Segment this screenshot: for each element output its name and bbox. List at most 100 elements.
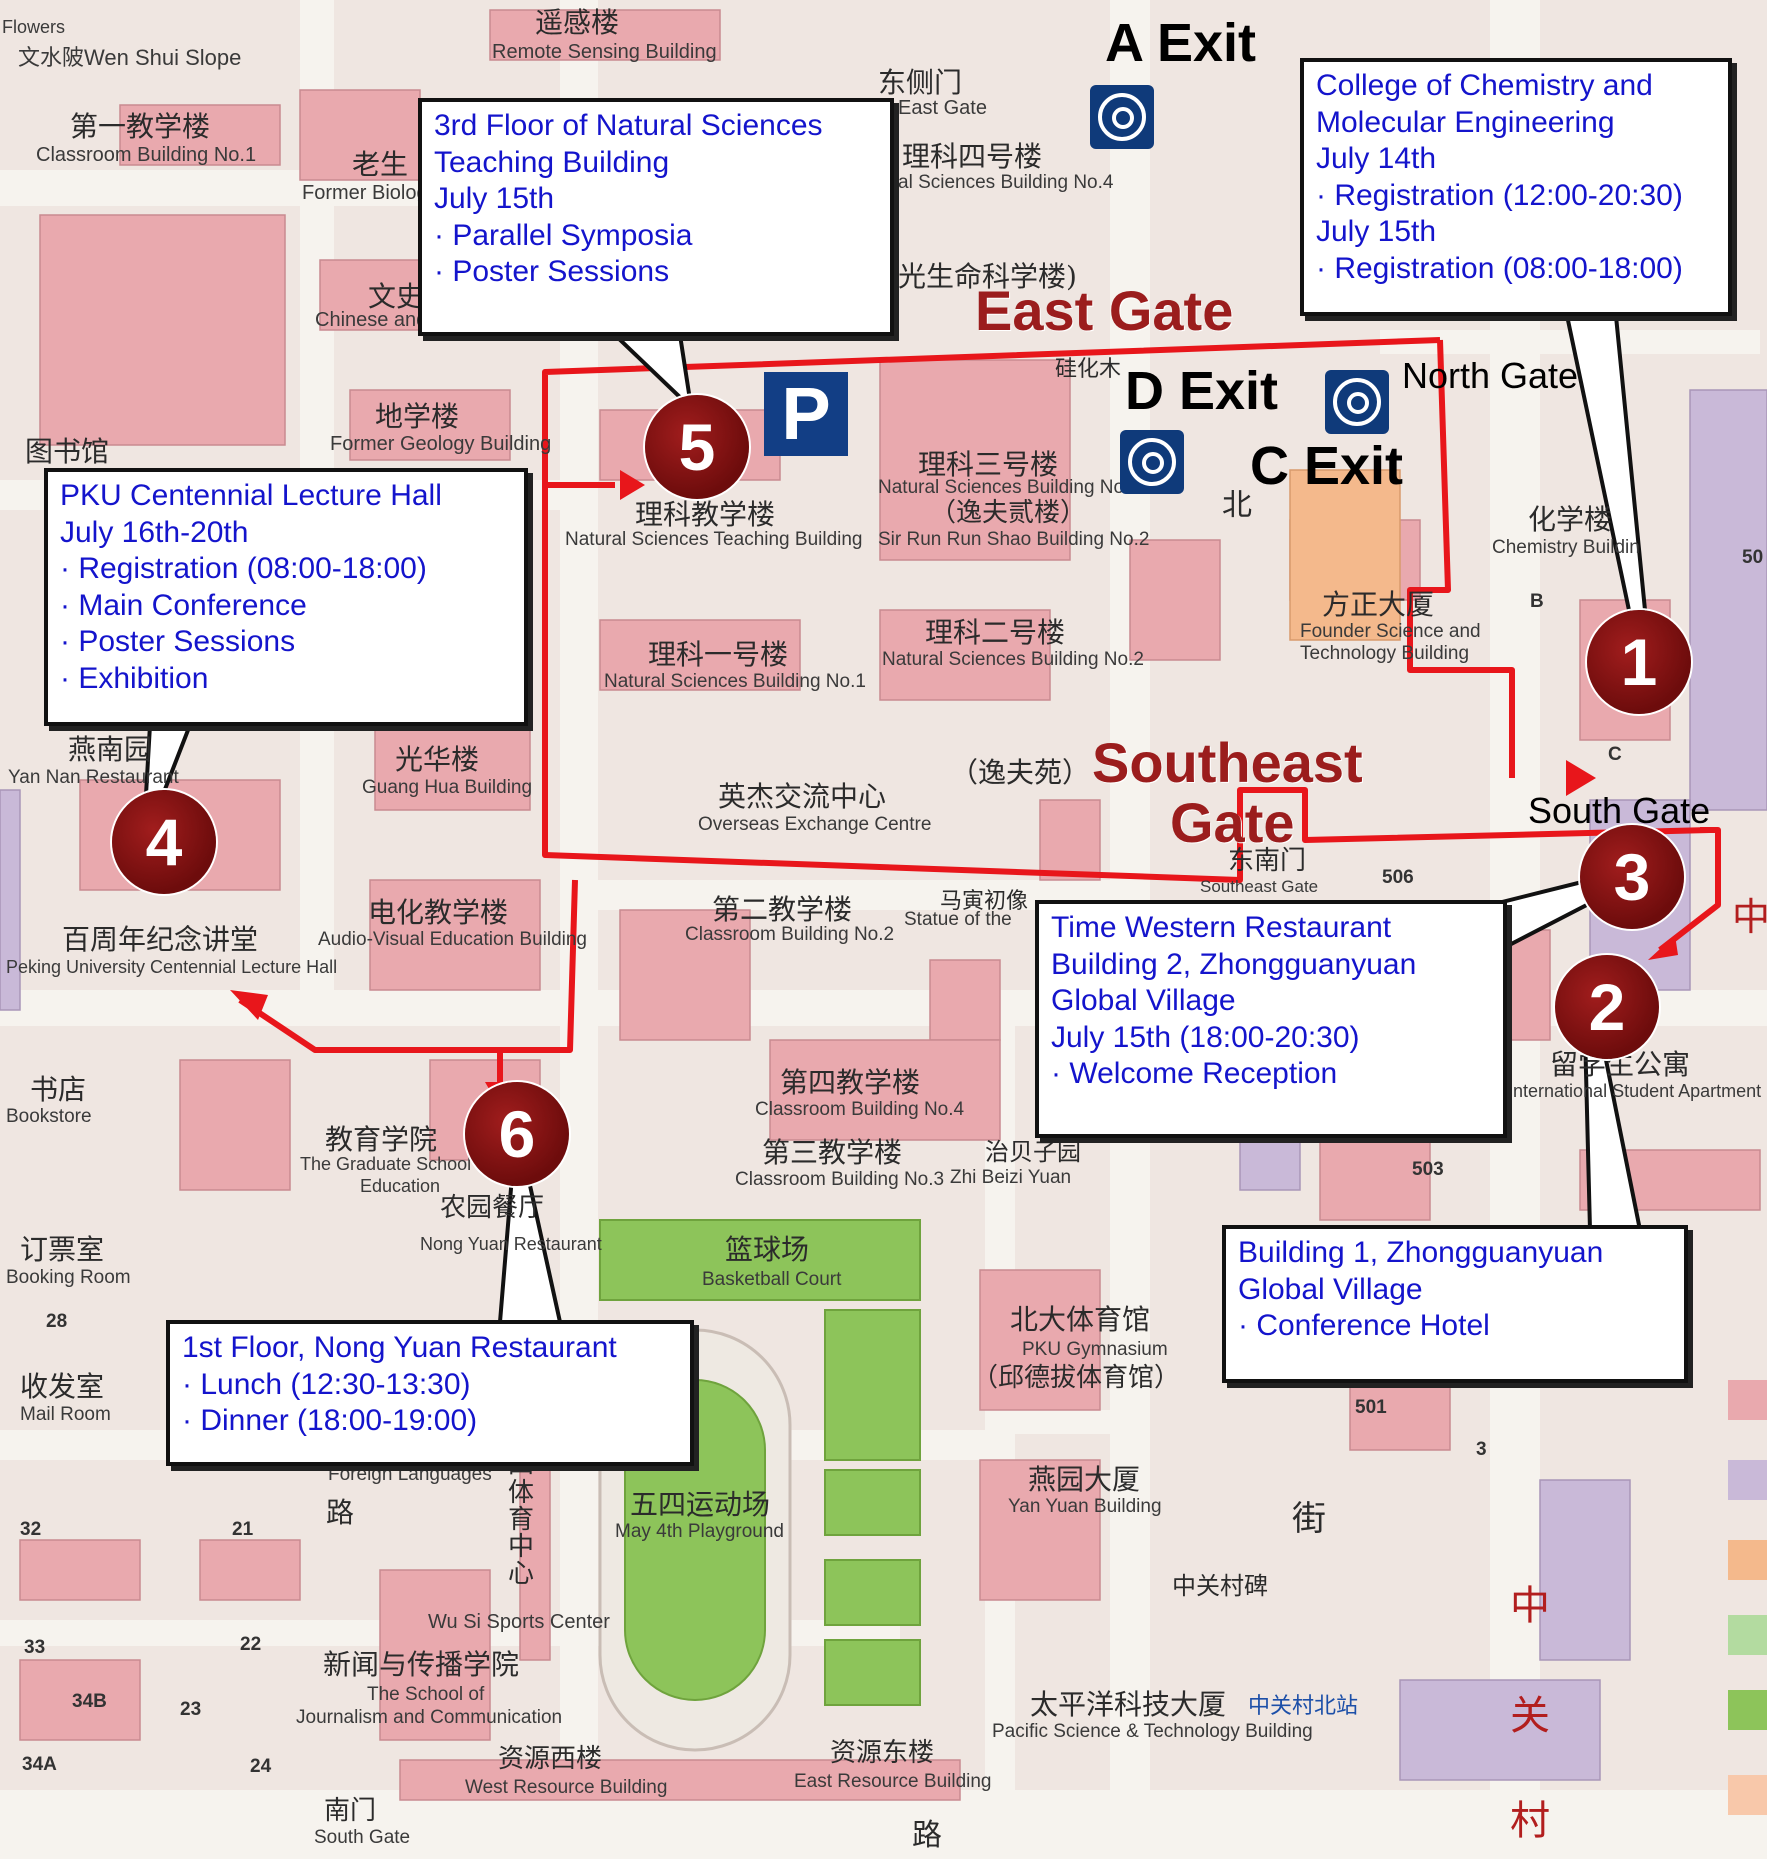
info-box-5-line-1: 3rd Floor of Natural Sciences	[434, 109, 823, 142]
road-label-west: 路	[326, 1496, 355, 1529]
yifuyuan-label-zh: （逸夫苑）	[950, 756, 1091, 789]
wenshui-label: 文水陂Wen Shui Slope	[18, 45, 242, 70]
gym-label-zh2: （邱德拔体育馆）	[972, 1363, 1181, 1393]
parking-icon: P	[764, 372, 848, 456]
east-resource-label-en: East Resource Building	[794, 1771, 992, 1792]
guanghua-label-zh: 光华楼	[395, 743, 480, 776]
chemistry-label-zh: 化学楼	[1528, 503, 1613, 536]
statue-label-en: Statue of the	[904, 909, 1012, 930]
building-501-label: 501	[1355, 1397, 1387, 1418]
building-28-label: 28	[46, 1311, 68, 1332]
zhipei-label-en: Zhi Beizi Yuan	[950, 1167, 1072, 1188]
info-box-1-line-2: Molecular Engineering	[1316, 105, 1615, 139]
info-box-6-nongyuan: 1st Floor, Nong Yuan Restaurant · Lunch …	[166, 1320, 694, 1466]
yifu2-label-en: Sir Run Run Shao Building No.2	[878, 529, 1150, 550]
info-box-5-line-3: July 15th	[434, 182, 555, 216]
east-gate-label: East Gate	[975, 279, 1234, 342]
journalism-label-en1: The School of	[367, 1684, 485, 1705]
booking-room-label-en: Booking Room	[6, 1267, 131, 1288]
playground-label-zh: 五四运动场	[630, 1488, 771, 1521]
statue-label-zh: 马寅初像	[940, 889, 1029, 914]
building-50-label: 50	[1742, 547, 1764, 568]
ns3-label-zh: 理科三号楼	[918, 448, 1059, 481]
yanyuan-label-en: Yan Yuan Building	[1008, 1496, 1162, 1517]
zhongguancun-label-3: 村	[1510, 1798, 1550, 1844]
building-22-label: 22	[240, 1634, 262, 1655]
audio-visual-label-en: Audio-Visual Education Building	[318, 929, 587, 950]
bookstore-label-zh: 书店	[30, 1073, 87, 1106]
location-marker-3[interactable]: 3	[1580, 825, 1684, 929]
classroom3-label-zh: 第三教学楼	[762, 1136, 903, 1169]
pacific-label-zh: 太平洋科技大厦	[1030, 1688, 1227, 1721]
centennial-label-zh: 百周年纪念讲堂	[62, 923, 259, 956]
south-gate-bottom-label-zh: 南门	[324, 1796, 377, 1826]
ns2-label-en: Natural Sciences Building No.2	[882, 649, 1144, 670]
founder-label-zh: 方正大厦	[1322, 588, 1435, 621]
building-34a-label: 34A	[22, 1754, 57, 1775]
chinese-label-zh: 文史	[368, 280, 425, 313]
library-label-zh: 图书馆	[25, 435, 110, 468]
metro-icon-a-exit	[1090, 85, 1154, 149]
zgc-stele-label: 中关村碑	[1172, 1572, 1268, 1600]
geology-label-zh: 地学楼	[375, 400, 460, 433]
graduate-label-en2: Education	[360, 1176, 441, 1196]
location-marker-2[interactable]: 2	[1555, 955, 1659, 1059]
southeast-gate-label-en: Southeast Gate	[1200, 877, 1319, 896]
info-box-3-line-5: · Welcome Reception	[1051, 1057, 1338, 1091]
journalism-label-en2: Journalism and Communication	[296, 1707, 563, 1728]
info-box-5-line-4: · Parallel Symposia	[434, 218, 693, 252]
south-gate-label: South Gate	[1528, 790, 1711, 831]
mail-room-label-en: Mail Room	[20, 1404, 111, 1425]
info-box-4-centennial: PKU Centennial Lecture Hall July 16th-20…	[44, 468, 528, 726]
location-marker-1[interactable]: 1	[1587, 610, 1691, 714]
info-box-5-line-2: Teaching Building	[434, 145, 670, 179]
location-marker-6[interactable]: 6	[465, 1082, 569, 1186]
info-box-2-hotel: Building 1, Zhongguanyuan Global Village…	[1222, 1225, 1688, 1383]
southeast-gate-label-line2: Gate	[1170, 791, 1295, 854]
info-box-1-line-1: College of Chemistry and	[1316, 69, 1653, 102]
info-box-1-line-4: · Registration (12:00-20:30)	[1316, 178, 1683, 212]
overseas-label-en: Overseas Exchange Centre	[698, 814, 932, 835]
ns1-label-en: Natural Sciences Building No.1	[604, 671, 866, 692]
building-33-label: 33	[24, 1637, 46, 1658]
geology-label-en: Former Geology Building	[330, 433, 552, 455]
yanan-label-en: Yan Nan Restaurant	[8, 767, 179, 788]
classroom1-label-en: Classroom Building No.1	[36, 144, 257, 166]
remote-sensing-label-en: Remote Sensing Building	[492, 41, 717, 63]
street-label: 街	[1292, 1499, 1326, 1539]
metro-icon-c-exit	[1120, 430, 1184, 494]
east-side-gate-label-en: East Gate	[898, 97, 987, 119]
west-resource-label-en: West Resource Building	[465, 1777, 668, 1798]
foreign-languages-label: Foreign Languages	[328, 1464, 492, 1485]
info-box-5-natural-sciences: 3rd Floor of Natural Sciences Teaching B…	[418, 98, 894, 336]
info-box-1-line-3: July 14th	[1316, 142, 1437, 176]
centennial-label-en: Peking University Centennial Lecture Hal…	[6, 957, 338, 977]
west-resource-label-zh: 资源西楼	[498, 1744, 603, 1774]
info-box-4-line-4: · Main Conference	[60, 588, 307, 622]
east-resource-label-zh: 资源东楼	[830, 1738, 935, 1768]
oldbio-label-en: Former Biolog	[302, 182, 428, 204]
c-exit-label: C Exit	[1250, 436, 1404, 496]
east-side-gate-label-zh: 东侧门	[878, 66, 963, 99]
yanyuan-label-zh: 燕园大厦	[1028, 1463, 1141, 1496]
metro-icon-north-gate	[1325, 370, 1389, 434]
d-exit-label: D Exit	[1125, 361, 1279, 421]
remote-sensing-label-zh: 遥感楼	[535, 6, 620, 39]
building-21-label: 21	[232, 1519, 254, 1540]
audio-visual-label-zh: 电化教学楼	[368, 896, 509, 929]
building-506-label: 506	[1382, 867, 1414, 888]
yanan-label-zh: 燕南园	[68, 733, 153, 766]
location-marker-4[interactable]: 4	[112, 790, 216, 894]
location-marker-5[interactable]: 5	[645, 395, 749, 499]
road-label-south: 路	[912, 1818, 942, 1853]
ns4-label-zh: 理科四号楼	[902, 140, 1043, 173]
info-box-3-line-1: Time Western Restaurant	[1051, 911, 1392, 944]
ns2-label-zh: 理科二号楼	[925, 616, 1066, 649]
info-box-2-line-3: · Conference Hotel	[1238, 1309, 1490, 1343]
info-box-4-line-5: · Poster Sessions	[60, 625, 296, 659]
building-c-label: C	[1608, 744, 1622, 765]
ns1-label-zh: 理科一号楼	[648, 638, 789, 671]
info-box-6-line-1: 1st Floor, Nong Yuan Restaurant	[182, 1331, 617, 1364]
gym-label-en: PKU Gymnasium	[1022, 1339, 1168, 1360]
